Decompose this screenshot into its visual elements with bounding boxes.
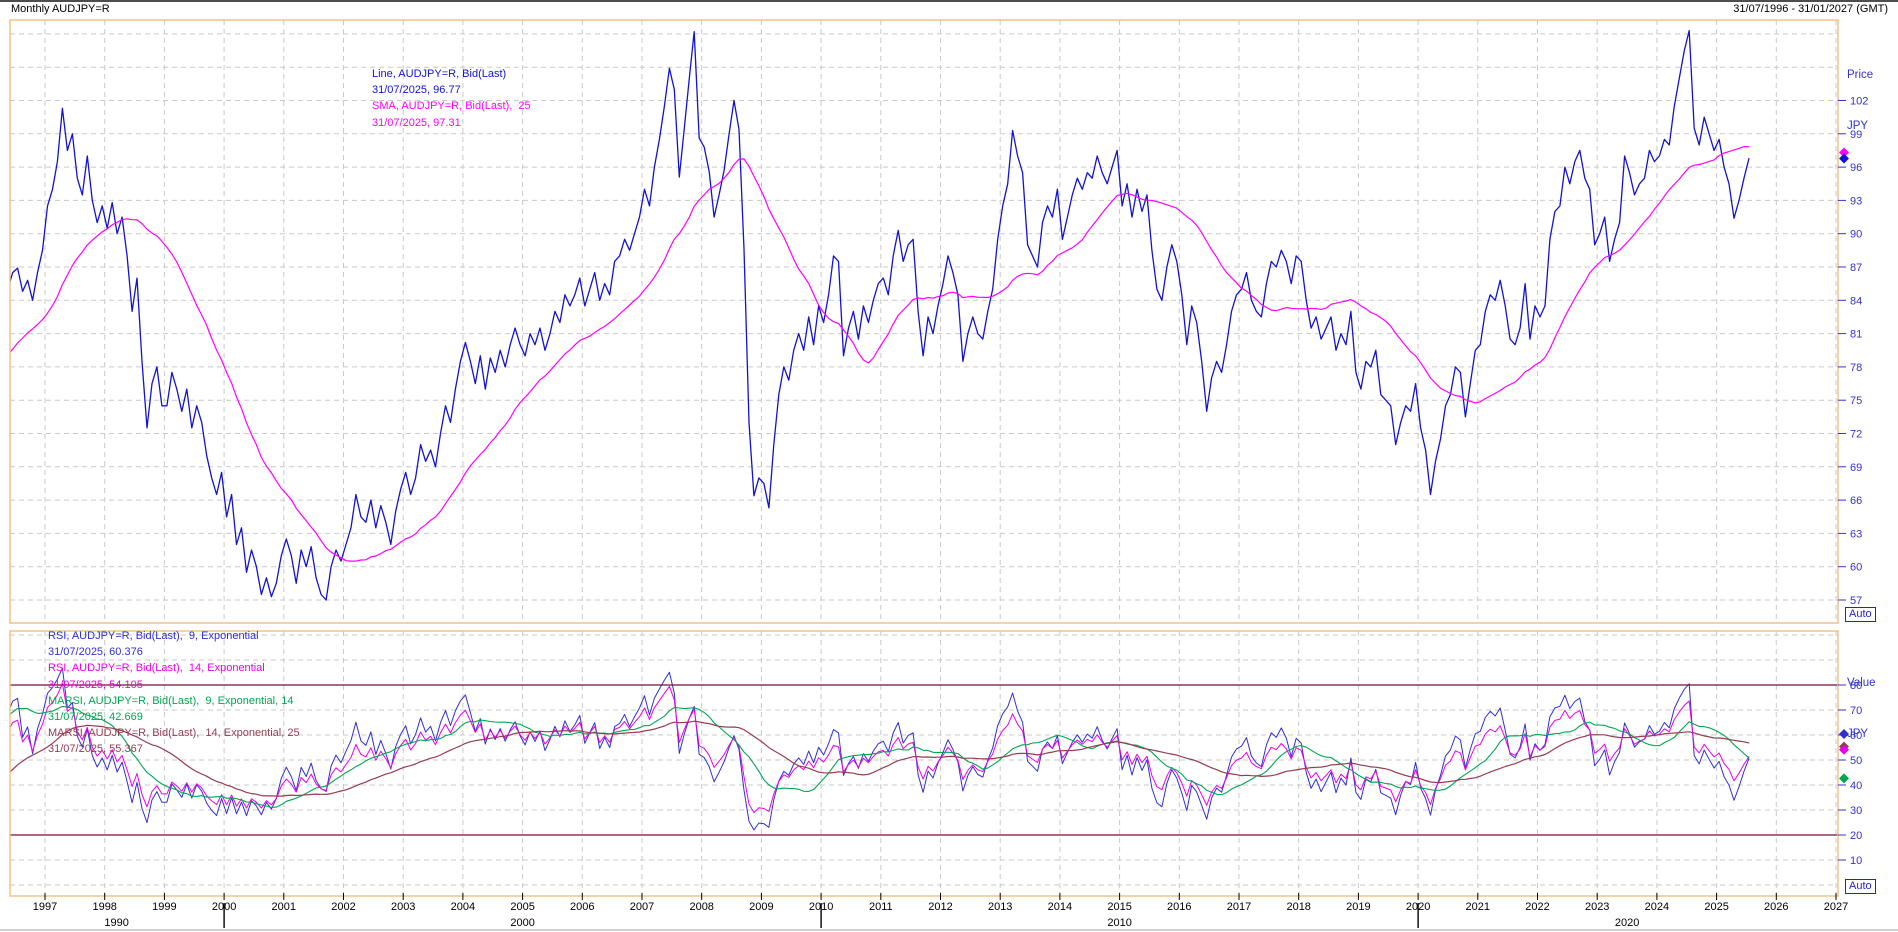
price-axis-auto-button[interactable]: Auto (1845, 607, 1876, 622)
axis-tick-label: 60 (1850, 730, 1862, 742)
legend-line: SMA, AUDJPY=R, Bid(Last), 25 (372, 100, 531, 113)
legend-line: 31/07/2025, 96.77 (372, 84, 461, 97)
axis-tick-label: 69 (1850, 462, 1862, 474)
price-panel-frame (9, 19, 1839, 624)
axis-tick-label: 20 (1850, 830, 1862, 842)
axis-tick-label: 90 (1850, 229, 1862, 241)
axis-tick-label: 80 (1850, 680, 1862, 692)
sma-line (10, 146, 1750, 562)
axis-tick-label: 78 (1850, 362, 1862, 374)
marsi9-line (10, 705, 1750, 808)
year-label: 2024 (1645, 901, 1669, 913)
year-label: 2019 (1346, 901, 1370, 913)
axis-tick-label: 93 (1850, 195, 1862, 207)
year-label: 2018 (1286, 901, 1310, 913)
axis-tick-label: 60 (1850, 562, 1862, 574)
axis-tick-label: 30 (1850, 805, 1862, 817)
year-label: 2022 (1525, 901, 1549, 913)
value-axis-title: Value JPY (1847, 641, 1876, 777)
year-label: 1997 (33, 901, 57, 913)
price-axis-title-line1: Price (1847, 69, 1874, 81)
price-panel-plot-area[interactable] (10, 20, 1838, 623)
year-label: 2002 (331, 901, 355, 913)
window-bottom-edge (0, 929, 1898, 931)
last-value-marker (1839, 729, 1849, 740)
axis-tick-label: 66 (1850, 495, 1862, 507)
window-title: Monthly AUDJPY=R (11, 3, 110, 15)
year-label: 1999 (152, 901, 176, 913)
decade-label: 1990 (104, 917, 128, 929)
year-label: 2004 (451, 901, 475, 913)
axis-tick-label: 84 (1850, 295, 1862, 307)
year-label: 2011 (869, 901, 893, 913)
axis-tick-label: 10 (1850, 855, 1862, 867)
marsi14-line (10, 720, 1750, 797)
price-axis-title-line2: JPY (1847, 120, 1869, 132)
axis-tick-label: 96 (1850, 162, 1862, 174)
year-label: 2003 (391, 901, 415, 913)
axis-tick-label: 102 (1850, 96, 1868, 108)
axis-tick-label: 72 (1850, 429, 1862, 441)
axis-tick-label: 40 (1850, 780, 1862, 792)
last-value-marker (1839, 773, 1849, 784)
year-label: 2006 (570, 901, 594, 913)
date-range-label: 31/07/1996 - 31/01/2027 (GMT) (1733, 3, 1888, 15)
legend-line: 31/07/2025, 60.376 (48, 646, 143, 659)
axis-tick-label: 99 (1850, 129, 1862, 141)
decade-label: 2000 (510, 917, 534, 929)
axis-tick-label: 57 (1850, 595, 1862, 607)
last-value-marker (1839, 153, 1849, 164)
price-axis-title: Price JPY (1847, 33, 1873, 169)
year-label: 2021 (1466, 901, 1490, 913)
axis-tick-label: 75 (1850, 395, 1862, 407)
year-label: 2008 (689, 901, 713, 913)
window-top-edge (0, 0, 1898, 2)
axis-tick-label: 50 (1850, 755, 1862, 767)
value-axis-title-line1: Value (1847, 677, 1876, 689)
legend-line: 31/07/2025, 55.367 (48, 743, 143, 756)
year-label: 2017 (1227, 901, 1251, 913)
year-label: 2023 (1585, 901, 1609, 913)
year-label: 2026 (1764, 901, 1788, 913)
axis-tick-label: 63 (1850, 528, 1862, 540)
rsi-panel-legend[interactable]: RSI, AUDJPY=R, Bid(Last), 9, Exponential… (48, 628, 300, 758)
legend-line: 31/07/2025, 97.31 (372, 116, 461, 129)
year-label: 2009 (749, 901, 773, 913)
year-label: 2001 (272, 901, 296, 913)
value-axis-title-line2: JPY (1847, 728, 1869, 740)
last-value-marker (1839, 744, 1849, 755)
year-label: 1998 (92, 901, 116, 913)
rsi9-line (10, 667, 1750, 831)
axis-tick-label: 70 (1850, 705, 1862, 717)
year-label: 2027 (1824, 901, 1848, 913)
decade-label: 2010 (1107, 917, 1131, 929)
legend-line: MARSI, AUDJPY=R, Bid(Last), 9, Exponenti… (48, 694, 294, 707)
year-label: 2025 (1704, 901, 1728, 913)
axis-tick-label: 87 (1850, 262, 1862, 274)
legend-line: RSI, AUDJPY=R, Bid(Last), 14, Exponentia… (48, 662, 265, 675)
legend-line: 31/07/2025, 54.105 (48, 678, 143, 691)
year-label: 2012 (928, 901, 952, 913)
year-label: 2007 (630, 901, 654, 913)
year-label: 2015 (1107, 901, 1131, 913)
price-panel-legend[interactable]: Line, AUDJPY=R, Bid(Last) 31/07/2025, 96.… (372, 66, 531, 131)
legend-line: RSI, AUDJPY=R, Bid(Last), 9, Exponential (48, 630, 259, 642)
year-label: 2014 (1048, 901, 1072, 913)
legend-line: 31/07/2025, 42.669 (48, 711, 143, 724)
legend-line: MARSI, AUDJPY=R, Bid(Last), 14, Exponent… (48, 727, 300, 740)
last-value-marker (1839, 147, 1849, 158)
rsi-panel-frame (9, 630, 1839, 897)
year-label: 2005 (510, 901, 534, 913)
decade-label: 2020 (1615, 917, 1639, 929)
year-label: 2013 (988, 901, 1012, 913)
value-axis-auto-button[interactable]: Auto (1845, 879, 1876, 894)
year-label: 2016 (1167, 901, 1191, 913)
legend-line: Line, AUDJPY=R, Bid(Last) (372, 68, 507, 80)
axis-tick-label: 81 (1850, 329, 1862, 341)
